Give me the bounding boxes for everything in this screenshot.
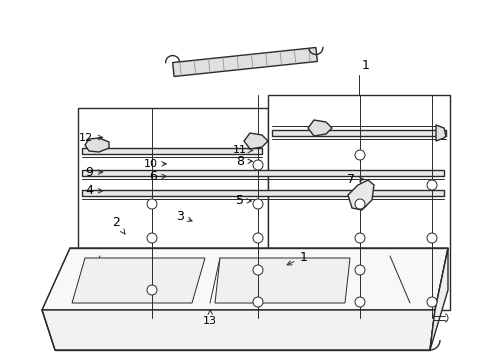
Circle shape: [147, 285, 157, 295]
Circle shape: [426, 297, 436, 307]
Text: 12: 12: [79, 132, 102, 143]
Polygon shape: [244, 133, 267, 149]
Polygon shape: [215, 258, 349, 303]
Polygon shape: [347, 180, 373, 210]
Text: 2: 2: [112, 216, 125, 234]
Polygon shape: [271, 130, 445, 136]
Text: 3: 3: [176, 210, 192, 222]
Polygon shape: [82, 190, 443, 196]
Circle shape: [252, 297, 263, 307]
Circle shape: [354, 265, 364, 275]
Circle shape: [426, 233, 436, 243]
Text: 11: 11: [232, 145, 252, 156]
Text: 1: 1: [286, 251, 306, 265]
Polygon shape: [435, 125, 445, 141]
Text: 4: 4: [85, 184, 102, 197]
Circle shape: [426, 180, 436, 190]
Polygon shape: [267, 95, 449, 310]
Polygon shape: [82, 148, 262, 154]
Text: 6: 6: [148, 170, 166, 183]
Polygon shape: [78, 108, 267, 318]
Polygon shape: [172, 48, 317, 76]
Polygon shape: [42, 248, 447, 310]
Text: 5: 5: [235, 194, 251, 207]
Circle shape: [147, 199, 157, 209]
Circle shape: [354, 233, 364, 243]
Polygon shape: [72, 258, 204, 303]
Circle shape: [354, 297, 364, 307]
Text: 1: 1: [361, 59, 369, 72]
Circle shape: [252, 233, 263, 243]
Polygon shape: [429, 248, 447, 350]
Text: 10: 10: [143, 159, 166, 169]
Polygon shape: [307, 120, 331, 136]
Polygon shape: [42, 310, 434, 350]
Circle shape: [252, 265, 263, 275]
Text: 9: 9: [85, 166, 102, 179]
Circle shape: [354, 150, 364, 160]
Text: 8: 8: [236, 155, 252, 168]
Circle shape: [252, 160, 263, 170]
Circle shape: [147, 233, 157, 243]
Text: 13: 13: [203, 310, 217, 326]
Polygon shape: [85, 138, 109, 152]
Text: 7: 7: [346, 173, 363, 186]
Polygon shape: [82, 170, 443, 176]
Circle shape: [354, 199, 364, 209]
Circle shape: [252, 199, 263, 209]
